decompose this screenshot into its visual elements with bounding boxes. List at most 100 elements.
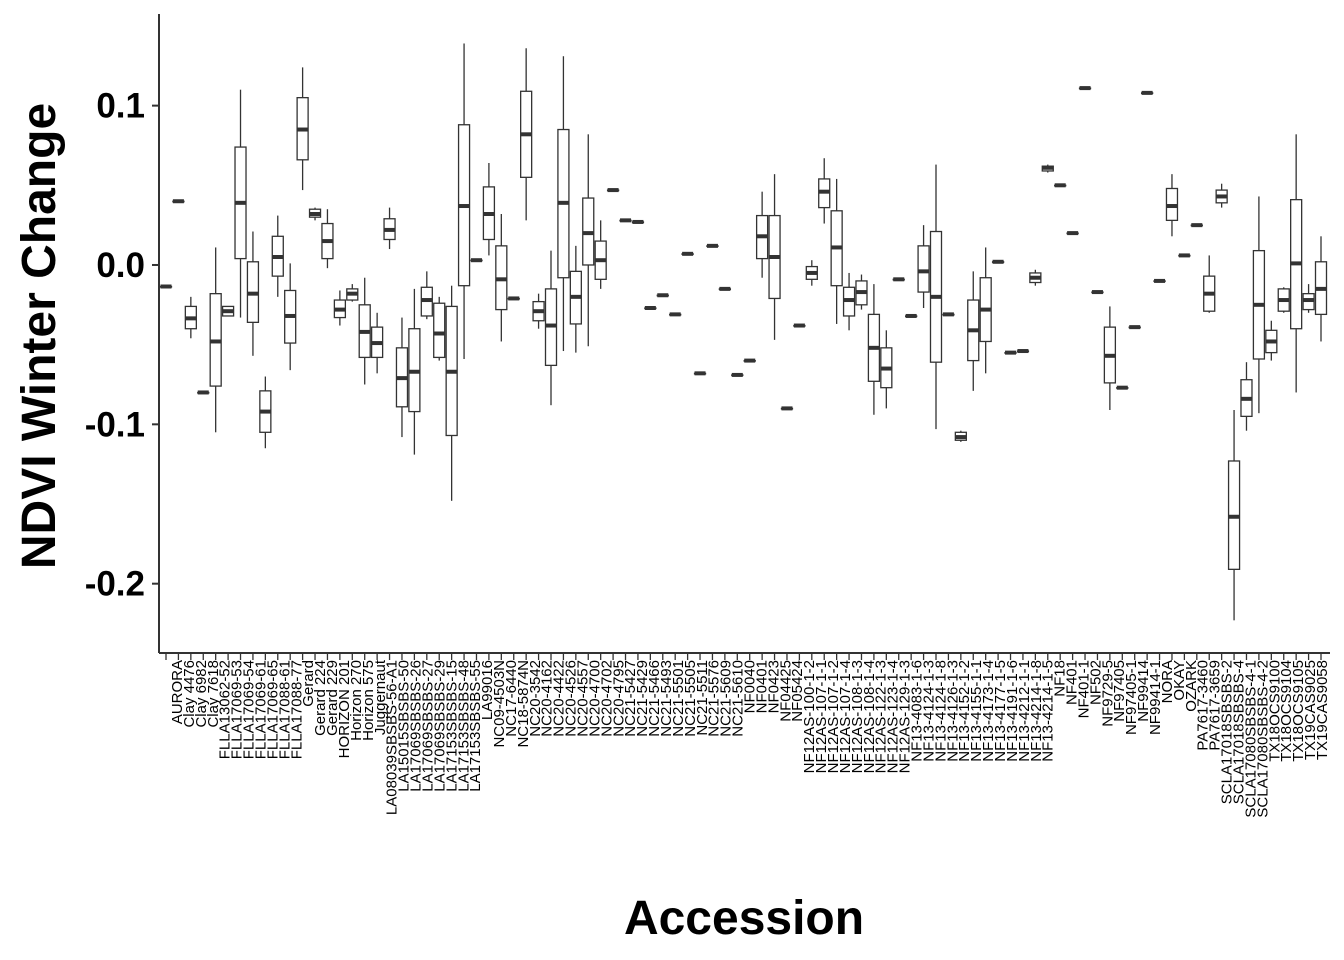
box-group (172, 199, 185, 204)
x-tick-label: Horizon 270 (348, 660, 365, 741)
x-tick-label: FLLA13062-52 (217, 660, 234, 759)
box-group (644, 306, 657, 311)
box-group (221, 305, 235, 317)
box-group (731, 372, 744, 377)
x-tick-label: Juggernaut (372, 659, 389, 735)
x-tick-label: LA99016 (479, 660, 496, 720)
x-tick-label: OZARK (1183, 660, 1200, 712)
box-group (557, 56, 570, 352)
x-tick-label: NF13-4214-1-8 (1028, 660, 1045, 762)
box-group (892, 277, 905, 282)
box-group (681, 251, 694, 256)
x-tick-label: PA7617-3460 (1195, 660, 1212, 751)
x-tick-label: NC21-5501 (670, 660, 687, 737)
box-group (1190, 223, 1203, 228)
box-group (495, 213, 508, 342)
x-tick-label: NC20-4702 (598, 660, 615, 737)
y-tick-label: -0.2 (85, 565, 145, 604)
box-group (991, 259, 1005, 264)
x-tick-label: LA15015SBSBS-50 (396, 660, 413, 792)
box-group (917, 225, 930, 309)
x-tick-label: FLLA17069-53 (229, 660, 246, 759)
x-tick-label: FLLA17069-61 (253, 660, 270, 759)
box-group (395, 317, 409, 438)
x-tick-label: HORIZON 201 (336, 660, 353, 758)
box-group (693, 371, 707, 376)
x-tick-label: Gerard 224 (312, 660, 329, 736)
box-group (370, 312, 384, 374)
x-tick-label: NF13-4152-1-2 (956, 660, 973, 762)
x-tick-label: NF97405 (1111, 660, 1128, 722)
x-tick-label: TX19CAS9058 (1314, 660, 1331, 760)
x-tick-label: SCLA17018SBSBS-4 (1231, 660, 1248, 804)
x-tick-label: NF99414-1 (1147, 660, 1164, 735)
x-tick-label: NF13-4155-1-1 (968, 660, 985, 762)
x-tick-label: NF12AS-108-1-3 (849, 660, 866, 773)
x-tick-label: NF13-4124-1-8 (932, 660, 949, 762)
box-group (1265, 320, 1278, 361)
x-tick-label: NC21-5511 (694, 660, 711, 736)
box-group (544, 250, 558, 406)
box-group (209, 247, 222, 433)
x-tick-label: NC17-6440 (503, 660, 520, 737)
x-tick-label: PA7617-3659 (1207, 660, 1224, 751)
box-group (706, 243, 719, 248)
x-tick-label: NC20-4557 (575, 660, 592, 737)
x-tick-label: NF12AS-123-1-4 (885, 660, 902, 773)
boxes-layer (159, 43, 1328, 621)
box-group (1016, 349, 1030, 354)
x-tick-label: NC21-5427 (622, 660, 639, 737)
box-group (1302, 284, 1315, 313)
box-group (669, 312, 682, 317)
box-group (743, 358, 756, 363)
box-group (656, 293, 669, 298)
x-tick-label: NC21-5493 (658, 660, 675, 737)
box-group (284, 263, 297, 371)
box-group (383, 207, 396, 250)
box-group (308, 207, 322, 221)
box-group (855, 274, 868, 310)
box-group (768, 174, 781, 340)
x-tick-label: NC21-5610 (730, 660, 747, 737)
x-tick-label: Horizon 575 (360, 660, 377, 741)
box-group (457, 43, 471, 359)
box-group (1128, 325, 1141, 330)
box-group (271, 215, 284, 297)
x-tick-label: NC20-3542 (527, 660, 544, 737)
box-group (532, 293, 545, 329)
box-group (1178, 253, 1191, 258)
x-tick-label: NF13-4212-1-1 (1016, 660, 1033, 762)
box-group (842, 272, 856, 331)
x-tick-label: TX18OCS9104 (1278, 660, 1295, 762)
x-tick-label: Gerard 229 (324, 660, 341, 736)
x-tick-label: NF13-4083-1-6 (909, 660, 926, 762)
x-tick-label: NF502 (1087, 660, 1104, 705)
x-tick-label: SCLA17080SBSBS-4-2 (1254, 660, 1271, 818)
box-group (1103, 306, 1117, 410)
x-tick-label: NF0040 (742, 660, 759, 713)
box-group (1314, 236, 1328, 342)
box-group (197, 390, 210, 395)
x-tick-label: NC21-5505 (682, 660, 699, 737)
x-tick-label: NF13-4124-1-3 (920, 660, 937, 762)
box-group (1277, 287, 1290, 313)
x-tick-label: NF12AS-107-1-2 (825, 660, 842, 773)
x-tick-label: NF99414 (1135, 660, 1152, 722)
x-tick-label: TX18OCS9100 (1266, 660, 1283, 762)
box-group (507, 296, 520, 301)
box-group (594, 220, 607, 289)
box-group (346, 284, 359, 302)
x-tick-label: TX18OCS9105 (1290, 660, 1307, 762)
x-tick-label: Clay 6982 (193, 660, 210, 728)
box-group (569, 245, 582, 353)
box-group (929, 164, 943, 430)
box-group (1029, 269, 1042, 286)
x-tick-label: TX19CAS9025 (1302, 660, 1319, 760)
x-tick-label: NF04425 (777, 660, 794, 722)
x-tick-label: LA17069SBSBS-29 (431, 660, 448, 792)
box-group (246, 231, 260, 356)
x-tick-label: NF97405-1 (1123, 660, 1140, 735)
